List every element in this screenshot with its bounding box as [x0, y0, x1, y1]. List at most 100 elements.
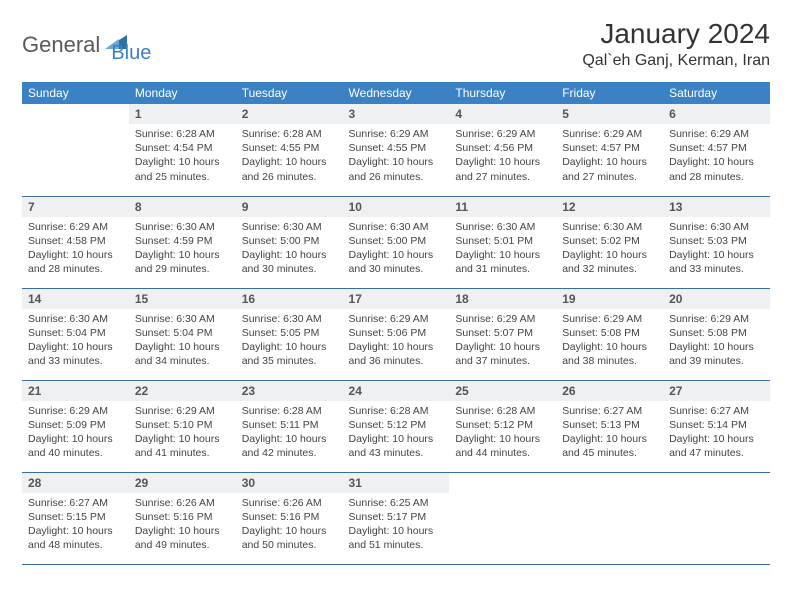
day-number: 5 [556, 104, 663, 124]
day-number: 2 [236, 104, 343, 124]
day-number: 11 [449, 197, 556, 217]
calendar-cell: 1Sunrise: 6:28 AMSunset: 4:54 PMDaylight… [129, 104, 236, 196]
day-details: Sunrise: 6:29 AMSunset: 4:57 PMDaylight:… [663, 124, 770, 188]
day-number: 10 [343, 197, 450, 217]
day-details: Sunrise: 6:28 AMSunset: 5:11 PMDaylight:… [236, 401, 343, 465]
calendar-cell: 14Sunrise: 6:30 AMSunset: 5:04 PMDayligh… [22, 288, 129, 380]
day-details: Sunrise: 6:29 AMSunset: 5:08 PMDaylight:… [556, 309, 663, 373]
day-details: Sunrise: 6:27 AMSunset: 5:14 PMDaylight:… [663, 401, 770, 465]
weekday-header: Thursday [449, 82, 556, 104]
day-details: Sunrise: 6:29 AMSunset: 5:06 PMDaylight:… [343, 309, 450, 373]
calendar-cell: 31Sunrise: 6:25 AMSunset: 5:17 PMDayligh… [343, 472, 450, 564]
day-number: 16 [236, 289, 343, 309]
day-number: 17 [343, 289, 450, 309]
day-details: Sunrise: 6:28 AMSunset: 5:12 PMDaylight:… [449, 401, 556, 465]
calendar-cell: 18Sunrise: 6:29 AMSunset: 5:07 PMDayligh… [449, 288, 556, 380]
calendar-cell: 17Sunrise: 6:29 AMSunset: 5:06 PMDayligh… [343, 288, 450, 380]
day-number: 12 [556, 197, 663, 217]
brand-logo: General Blue [22, 18, 151, 65]
calendar-row: ..1Sunrise: 6:28 AMSunset: 4:54 PMDaylig… [22, 104, 770, 196]
day-details: Sunrise: 6:30 AMSunset: 5:01 PMDaylight:… [449, 217, 556, 281]
day-number: 4 [449, 104, 556, 124]
day-number: 25 [449, 381, 556, 401]
day-number: 7 [22, 197, 129, 217]
day-number: 28 [22, 473, 129, 493]
weekday-header: Monday [129, 82, 236, 104]
day-details: Sunrise: 6:30 AMSunset: 5:04 PMDaylight:… [129, 309, 236, 373]
day-number: 22 [129, 381, 236, 401]
day-number: 29 [129, 473, 236, 493]
day-number: 26 [556, 381, 663, 401]
day-details: Sunrise: 6:27 AMSunset: 5:13 PMDaylight:… [556, 401, 663, 465]
day-details: Sunrise: 6:29 AMSunset: 4:58 PMDaylight:… [22, 217, 129, 281]
calendar-cell: 27Sunrise: 6:27 AMSunset: 5:14 PMDayligh… [663, 380, 770, 472]
day-number: 18 [449, 289, 556, 309]
calendar-cell: 6Sunrise: 6:29 AMSunset: 4:57 PMDaylight… [663, 104, 770, 196]
day-number: 27 [663, 381, 770, 401]
calendar-cell: .. [663, 472, 770, 564]
day-details: Sunrise: 6:30 AMSunset: 4:59 PMDaylight:… [129, 217, 236, 281]
calendar-row: 21Sunrise: 6:29 AMSunset: 5:09 PMDayligh… [22, 380, 770, 472]
day-details: Sunrise: 6:30 AMSunset: 5:00 PMDaylight:… [236, 217, 343, 281]
day-details: Sunrise: 6:25 AMSunset: 5:17 PMDaylight:… [343, 493, 450, 557]
month-title: January 2024 [582, 18, 770, 50]
day-number: 14 [22, 289, 129, 309]
day-details: Sunrise: 6:26 AMSunset: 5:16 PMDaylight:… [236, 493, 343, 557]
calendar-cell: 23Sunrise: 6:28 AMSunset: 5:11 PMDayligh… [236, 380, 343, 472]
calendar-row: 28Sunrise: 6:27 AMSunset: 5:15 PMDayligh… [22, 472, 770, 564]
day-details: Sunrise: 6:30 AMSunset: 5:00 PMDaylight:… [343, 217, 450, 281]
title-block: January 2024 Qal`eh Ganj, Kerman, Iran [582, 18, 770, 70]
calendar-cell: 2Sunrise: 6:28 AMSunset: 4:55 PMDaylight… [236, 104, 343, 196]
weekday-header: Tuesday [236, 82, 343, 104]
day-details: Sunrise: 6:28 AMSunset: 4:54 PMDaylight:… [129, 124, 236, 188]
day-details: Sunrise: 6:29 AMSunset: 4:56 PMDaylight:… [449, 124, 556, 188]
calendar-table: SundayMondayTuesdayWednesdayThursdayFrid… [22, 82, 770, 565]
day-details: Sunrise: 6:30 AMSunset: 5:05 PMDaylight:… [236, 309, 343, 373]
calendar-cell: .. [22, 104, 129, 196]
day-details: Sunrise: 6:29 AMSunset: 4:55 PMDaylight:… [343, 124, 450, 188]
calendar-cell: .. [556, 472, 663, 564]
day-details: Sunrise: 6:30 AMSunset: 5:03 PMDaylight:… [663, 217, 770, 281]
day-details: Sunrise: 6:29 AMSunset: 5:10 PMDaylight:… [129, 401, 236, 465]
location-text: Qal`eh Ganj, Kerman, Iran [582, 52, 770, 70]
day-details: Sunrise: 6:27 AMSunset: 5:15 PMDaylight:… [22, 493, 129, 557]
day-details: Sunrise: 6:28 AMSunset: 5:12 PMDaylight:… [343, 401, 450, 465]
calendar-cell: 4Sunrise: 6:29 AMSunset: 4:56 PMDaylight… [449, 104, 556, 196]
day-number: 21 [22, 381, 129, 401]
calendar-cell: .. [449, 472, 556, 564]
calendar-row: 14Sunrise: 6:30 AMSunset: 5:04 PMDayligh… [22, 288, 770, 380]
calendar-cell: 9Sunrise: 6:30 AMSunset: 5:00 PMDaylight… [236, 196, 343, 288]
day-number: 13 [663, 197, 770, 217]
weekday-header: Wednesday [343, 82, 450, 104]
calendar-cell: 25Sunrise: 6:28 AMSunset: 5:12 PMDayligh… [449, 380, 556, 472]
day-details: Sunrise: 6:28 AMSunset: 4:55 PMDaylight:… [236, 124, 343, 188]
day-number: 1 [129, 104, 236, 124]
calendar-cell: 10Sunrise: 6:30 AMSunset: 5:00 PMDayligh… [343, 196, 450, 288]
day-number: 19 [556, 289, 663, 309]
day-details: Sunrise: 6:29 AMSunset: 4:57 PMDaylight:… [556, 124, 663, 188]
day-details: Sunrise: 6:30 AMSunset: 5:02 PMDaylight:… [556, 217, 663, 281]
day-details: Sunrise: 6:29 AMSunset: 5:07 PMDaylight:… [449, 309, 556, 373]
calendar-cell: 26Sunrise: 6:27 AMSunset: 5:13 PMDayligh… [556, 380, 663, 472]
calendar-cell: 12Sunrise: 6:30 AMSunset: 5:02 PMDayligh… [556, 196, 663, 288]
calendar-cell: 7Sunrise: 6:29 AMSunset: 4:58 PMDaylight… [22, 196, 129, 288]
calendar-cell: 28Sunrise: 6:27 AMSunset: 5:15 PMDayligh… [22, 472, 129, 564]
calendar-cell: 24Sunrise: 6:28 AMSunset: 5:12 PMDayligh… [343, 380, 450, 472]
weekday-header: Saturday [663, 82, 770, 104]
calendar-cell: 5Sunrise: 6:29 AMSunset: 4:57 PMDaylight… [556, 104, 663, 196]
day-number: 9 [236, 197, 343, 217]
day-number: 3 [343, 104, 450, 124]
day-number: 24 [343, 381, 450, 401]
brand-part1: General [22, 32, 100, 58]
calendar-cell: 15Sunrise: 6:30 AMSunset: 5:04 PMDayligh… [129, 288, 236, 380]
calendar-cell: 29Sunrise: 6:26 AMSunset: 5:16 PMDayligh… [129, 472, 236, 564]
day-number: 15 [129, 289, 236, 309]
day-number: 20 [663, 289, 770, 309]
calendar-cell: 20Sunrise: 6:29 AMSunset: 5:08 PMDayligh… [663, 288, 770, 380]
calendar-cell: 16Sunrise: 6:30 AMSunset: 5:05 PMDayligh… [236, 288, 343, 380]
calendar-cell: 19Sunrise: 6:29 AMSunset: 5:08 PMDayligh… [556, 288, 663, 380]
calendar-cell: 22Sunrise: 6:29 AMSunset: 5:10 PMDayligh… [129, 380, 236, 472]
calendar-cell: 30Sunrise: 6:26 AMSunset: 5:16 PMDayligh… [236, 472, 343, 564]
calendar-cell: 3Sunrise: 6:29 AMSunset: 4:55 PMDaylight… [343, 104, 450, 196]
calendar-cell: 8Sunrise: 6:30 AMSunset: 4:59 PMDaylight… [129, 196, 236, 288]
